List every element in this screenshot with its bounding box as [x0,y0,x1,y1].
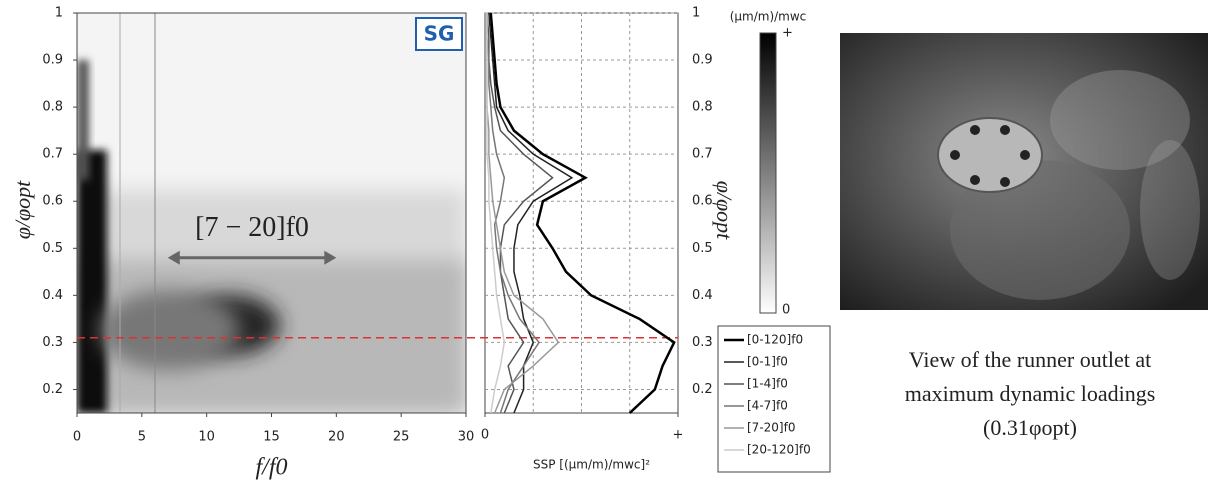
legend-label: [0-1]f0 [747,355,788,369]
y-tick-label: 1 [55,6,63,21]
x-tick-label: 0 [481,428,489,443]
y-axis-label: φ/φopt [10,180,35,239]
x-tick-label: 5 [138,430,146,445]
x-axis-label: f/f0 [255,455,287,481]
badge: SG [424,22,455,46]
x-tick-label: 25 [393,430,410,445]
y-tick-label: 0.5 [692,241,713,256]
legend-label: [7-20]f0 [747,421,795,435]
series-line [486,12,554,414]
x-tick-label: 0 [73,430,81,445]
caption-line: (0.31φopt) [983,415,1077,440]
y-tick-label: 0.9 [42,53,63,68]
legend-label: [20-120]f0 [747,443,811,457]
series-line [488,12,574,414]
colorbar [759,32,777,314]
x-tick-label: 15 [263,430,280,445]
y-tick-label: 0.9 [692,53,713,68]
caption-line: maximum dynamic loadings [905,381,1156,406]
legend-label: [0-120]f0 [747,333,803,347]
legend-label: [1-4]f0 [747,377,788,391]
series-line [489,12,676,414]
y-tick-label: 0.3 [692,335,713,350]
y-tick-label: 0.4 [692,288,713,303]
x-axis-label: SSP [(μm/m)/mwc]² [533,458,650,472]
y-tick-label: 0.2 [692,382,713,397]
y-tick-label: 0.5 [42,241,63,256]
photo [840,33,1208,310]
arrow-head [167,250,180,265]
series-line [486,13,506,414]
colorbar-min: 0 [782,303,790,318]
series-line [486,13,540,414]
y-tick-label: 0.4 [42,288,63,303]
heatmap-texture [77,13,466,413]
x-tick-label: 10 [198,430,215,445]
y-tick-label: 0.7 [692,147,713,162]
y-tick-label: 0.8 [42,100,63,115]
caption-line: View of the runner outlet at [909,347,1151,372]
x-tick-label: 20 [328,430,345,445]
colorbar-title: (μm/m)/mwc [730,10,807,24]
badge-box [415,17,463,51]
legend-label: [4-7]f0 [747,399,788,413]
y-tick-label: 0.6 [692,194,713,209]
x-tick-label: 30 [458,430,475,445]
arrow-head [324,250,337,265]
y-tick-label: 0.3 [42,335,63,350]
y-tick-label: 0.2 [42,382,63,397]
annotation: [7 − 20]f0 [195,212,309,243]
y-tick-label: 0.7 [42,147,63,162]
colorbar-max: + [782,26,793,41]
legend-box [717,325,831,473]
y-axis-label: φ/φopt [712,181,737,240]
y-tick-label: 0.6 [42,194,63,209]
y-tick-label: 1 [692,6,700,21]
y-tick-label: 0.8 [692,100,713,115]
x-tick-label: + [673,428,684,443]
